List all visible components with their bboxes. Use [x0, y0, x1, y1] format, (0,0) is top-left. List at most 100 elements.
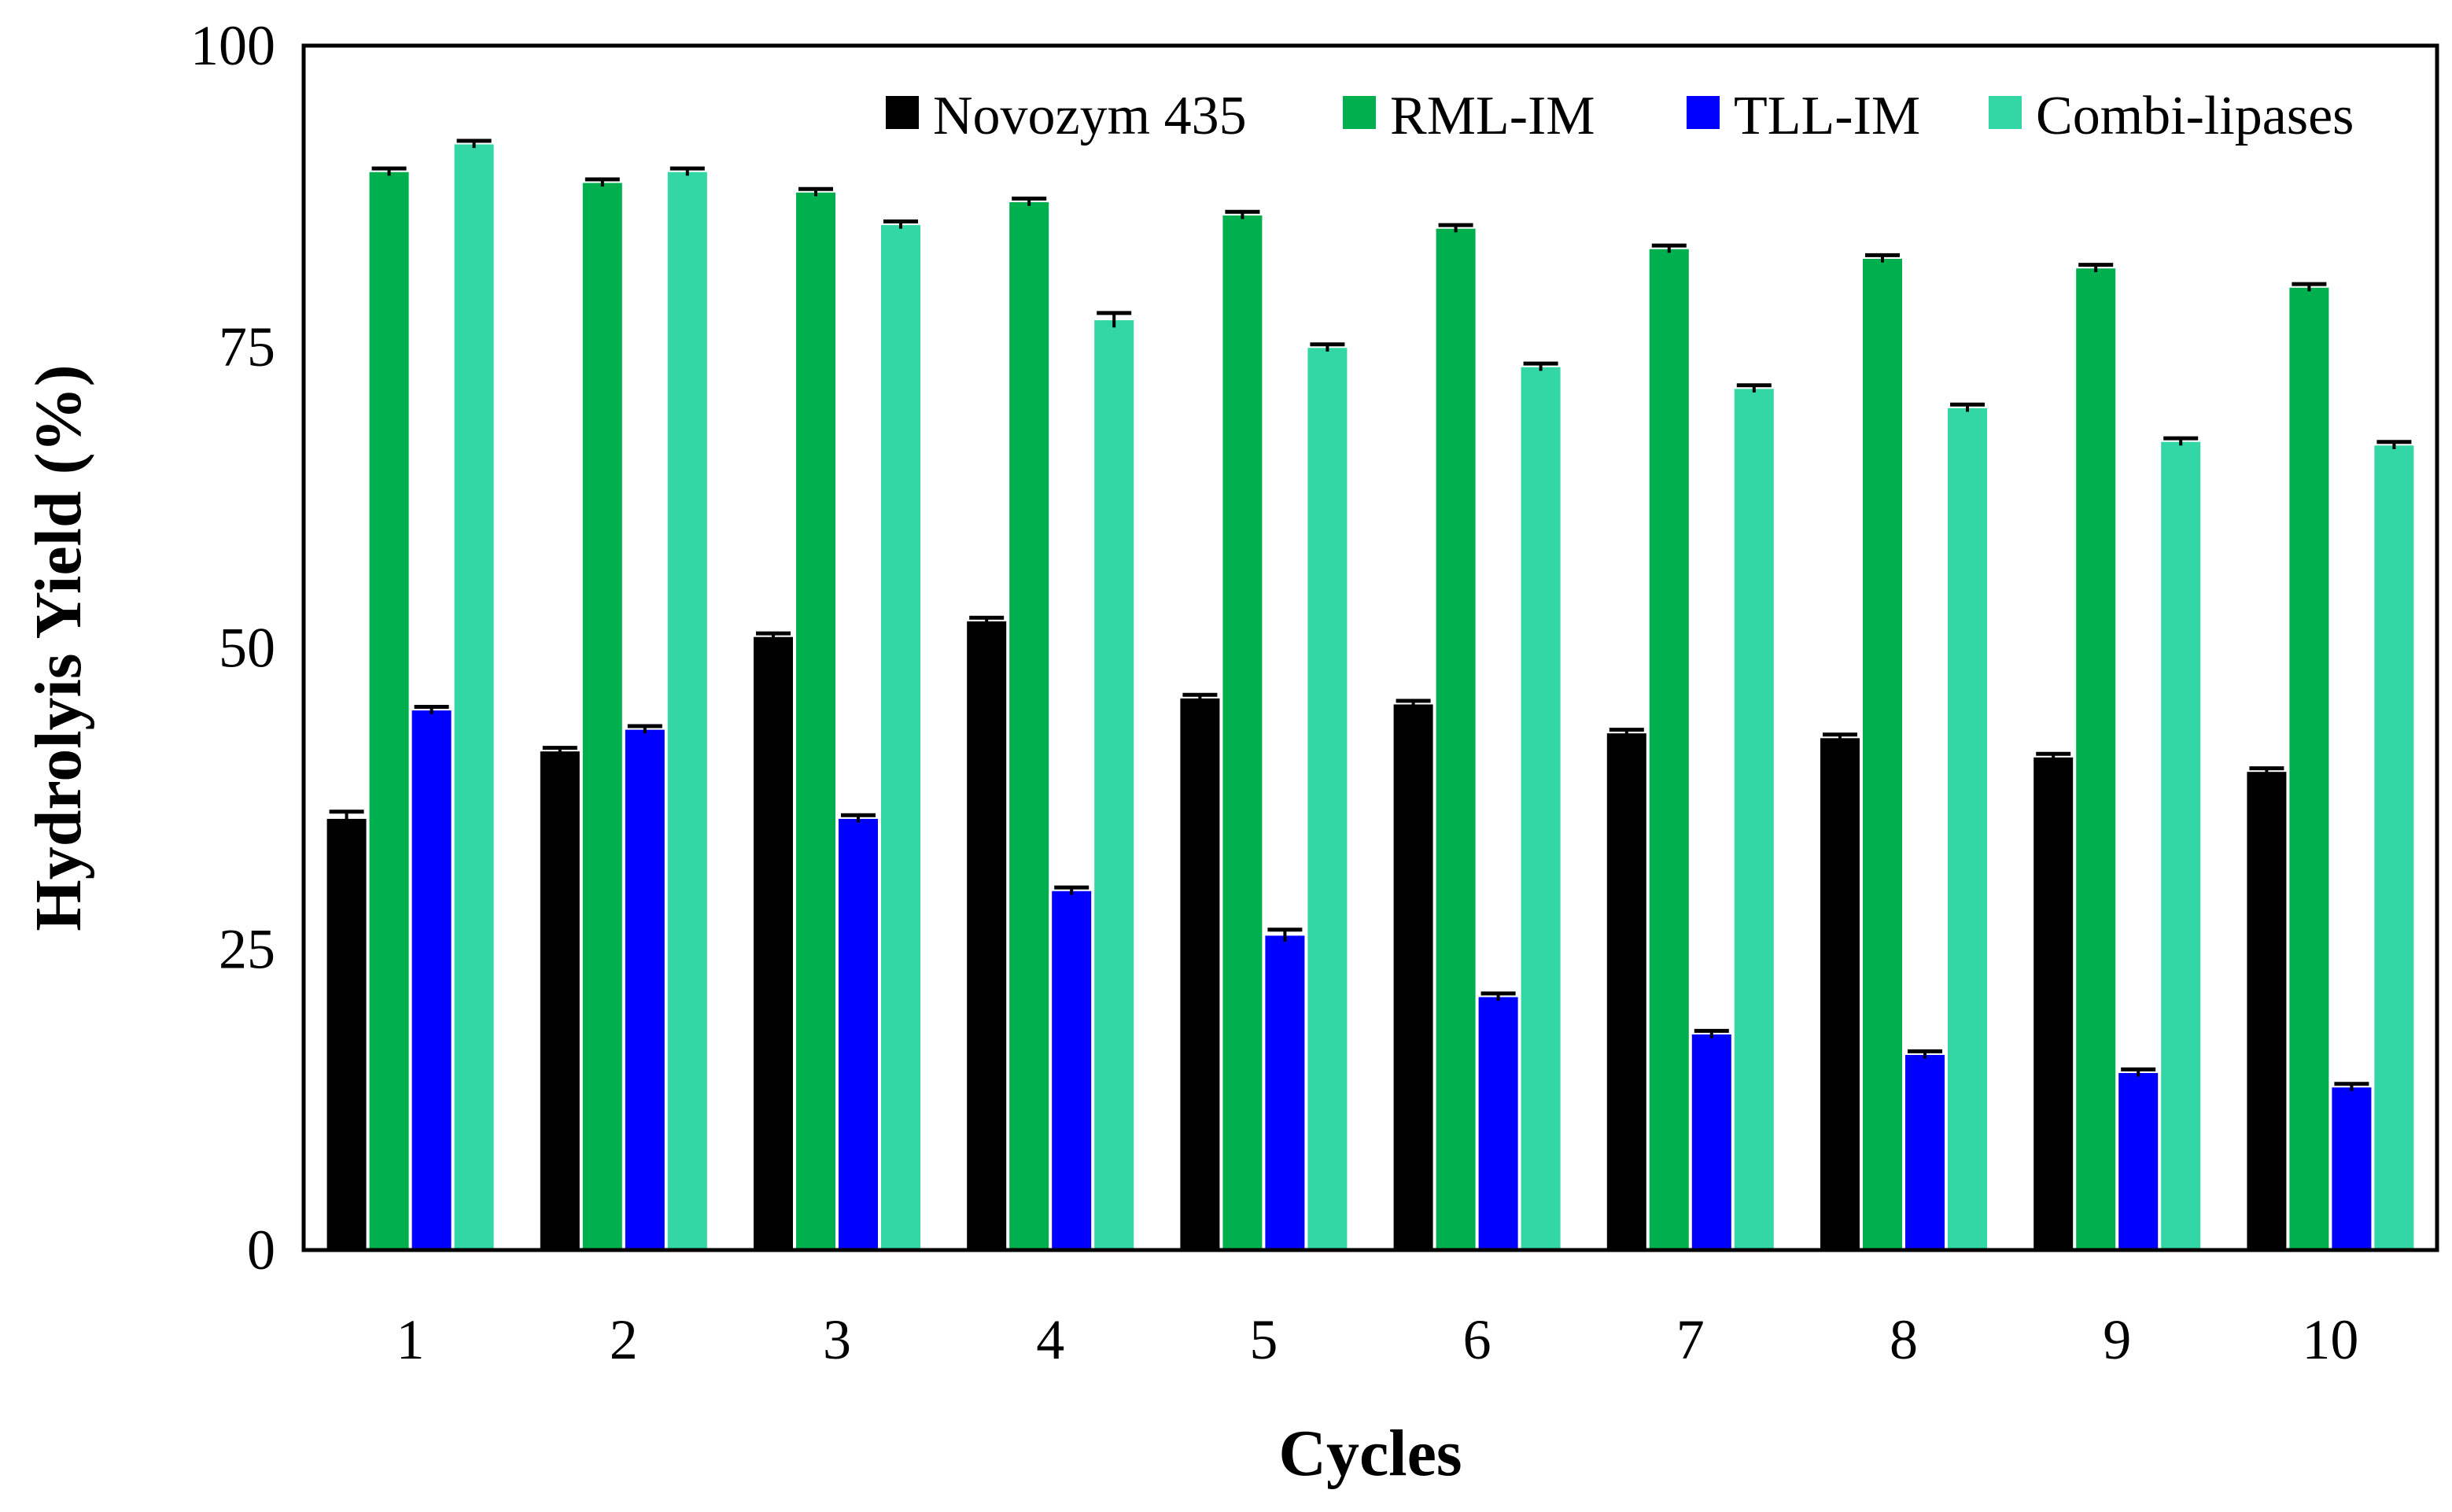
y-tick-label: 75 [219, 315, 275, 378]
bar-combi-lipases-cycle-9 [2161, 441, 2201, 1250]
x-tick-label: 10 [2302, 1308, 2358, 1371]
x-tick-label: 8 [1890, 1308, 1918, 1371]
error-bar-rml-im-cycle-9 [2078, 263, 2114, 272]
x-axis-title: Cycles [1278, 1417, 1462, 1490]
error-bar-combi-lipases-cycle-10 [2376, 440, 2412, 449]
bar-novozym-435-cycle-9 [2034, 757, 2074, 1250]
bar-tll-im-cycle-2 [625, 729, 665, 1250]
error-bar-tll-im-cycle-6 [1480, 991, 1516, 1001]
error-bar-combi-lipases-cycle-5 [1310, 342, 1345, 352]
y-tick-label: 0 [247, 1219, 275, 1282]
error-bar-rml-im-cycle-2 [584, 177, 620, 187]
y-tick-label: 25 [219, 917, 275, 980]
bar-novozym-435-cycle-7 [1606, 733, 1646, 1250]
bar-novozym-435-cycle-4 [967, 621, 1007, 1250]
y-tick-label: 50 [219, 617, 275, 680]
x-tick-label: 9 [2103, 1308, 2131, 1371]
bar-combi-lipases-cycle-8 [1948, 408, 1987, 1250]
error-bar-novozym-435-cycle-7 [1609, 728, 1644, 737]
error-bar-rml-im-cycle-6 [1438, 223, 1473, 233]
bar-tll-im-cycle-6 [1478, 997, 1518, 1250]
bar-tll-im-cycle-5 [1265, 935, 1305, 1250]
plot-area-frame [301, 43, 2439, 1252]
y-axis-ticks: 0 25 50 75 100 [190, 14, 275, 1282]
x-tick-label: 3 [823, 1308, 851, 1371]
bar-combi-lipases-cycle-1 [454, 144, 494, 1251]
error-bar-rml-im-cycle-1 [371, 166, 407, 176]
bar-rml-im-cycle-7 [1649, 249, 1689, 1250]
bar-combi-lipases-cycle-3 [881, 225, 920, 1250]
legend-label-rml-im: RML-IM [1390, 86, 1595, 146]
error-bar-rml-im-cycle-7 [1651, 243, 1687, 253]
y-tick-label: 100 [190, 14, 275, 77]
bar-novozym-435-cycle-2 [540, 751, 580, 1250]
legend-item-novozym-435: Novozym 435 [886, 86, 1247, 146]
legend-swatch-novozym-435 [886, 96, 919, 129]
bar-tll-im-cycle-3 [839, 818, 878, 1250]
error-bar-tll-im-cycle-9 [2121, 1067, 2156, 1077]
bar-combi-lipases-cycle-7 [1734, 389, 1774, 1251]
legend-swatch-combi-lipases [1989, 96, 2022, 129]
bar-tll-im-cycle-1 [411, 710, 452, 1250]
error-bar-rml-im-cycle-10 [2292, 282, 2327, 292]
bar-combi-lipases-cycle-2 [667, 171, 707, 1250]
error-bar-novozym-435-cycle-3 [756, 631, 791, 641]
bar-rml-im-cycle-3 [796, 192, 835, 1251]
bars-layer [326, 144, 2414, 1251]
error-bar-novozym-435-cycle-8 [1823, 732, 1857, 742]
bar-rml-im-cycle-1 [369, 171, 409, 1250]
error-bar-novozym-435-cycle-9 [2036, 751, 2071, 762]
bar-combi-lipases-cycle-5 [1307, 348, 1348, 1250]
error-bar-tll-im-cycle-7 [1694, 1028, 1729, 1038]
error-bar-combi-lipases-cycle-9 [2163, 436, 2199, 446]
bar-tll-im-cycle-4 [1052, 891, 1092, 1250]
bar-combi-lipases-cycle-10 [2374, 445, 2414, 1250]
bar-rml-im-cycle-6 [1436, 228, 1476, 1250]
error-bar-tll-im-cycle-8 [1908, 1049, 1942, 1059]
error-bar-novozym-435-cycle-2 [542, 746, 577, 755]
legend-item-combi-lipases: Combi-lipases [1989, 86, 2354, 146]
x-tick-label: 4 [1036, 1308, 1064, 1371]
error-bar-tll-im-cycle-5 [1267, 927, 1303, 942]
legend-swatch-rml-im [1343, 96, 1376, 129]
error-bar-tll-im-cycle-4 [1054, 885, 1090, 895]
bar-rml-im-cycle-9 [2076, 268, 2116, 1250]
bar-novozym-435-cycle-5 [1180, 698, 1220, 1250]
error-bar-combi-lipases-cycle-6 [1523, 361, 1558, 371]
bar-novozym-435-cycle-1 [326, 818, 367, 1250]
bar-novozym-435-cycle-10 [2247, 772, 2287, 1250]
error-bar-tll-im-cycle-3 [841, 813, 876, 823]
error-bar-combi-lipases-cycle-7 [1736, 383, 1772, 393]
legend-label-novozym-435: Novozym 435 [933, 86, 1247, 146]
error-bar-combi-lipases-cycle-3 [883, 219, 918, 229]
error-bar-combi-lipases-cycle-1 [456, 138, 492, 149]
x-tick-label: 2 [610, 1308, 638, 1371]
x-tick-label: 1 [396, 1308, 425, 1371]
x-tick-label: 7 [1676, 1308, 1705, 1371]
bar-tll-im-cycle-8 [1905, 1054, 1945, 1250]
y-axis-title: Hydrolyis Yield (%) [22, 364, 95, 931]
error-bar-novozym-435-cycle-1 [329, 809, 364, 827]
x-axis-ticks: 1 2 3 4 5 6 7 8 9 10 [396, 1308, 2359, 1371]
bar-combi-lipases-cycle-6 [1521, 367, 1561, 1251]
legend-swatch-tll-im [1687, 96, 1720, 129]
legend: Novozym 435 RML-IM TLL-IM Combi-lipases [886, 86, 2354, 146]
error-bars-layer [329, 138, 2412, 1091]
bar-tll-im-cycle-10 [2332, 1087, 2372, 1250]
bar-rml-im-cycle-10 [2289, 287, 2329, 1251]
error-bar-tll-im-cycle-10 [2334, 1082, 2369, 1091]
error-bar-combi-lipases-cycle-4 [1097, 311, 1132, 328]
bar-combi-lipases-cycle-4 [1094, 320, 1134, 1250]
bar-rml-im-cycle-4 [1009, 202, 1049, 1250]
error-bar-rml-im-cycle-3 [798, 186, 833, 197]
error-bar-rml-im-cycle-5 [1225, 209, 1260, 219]
legend-item-rml-im: RML-IM [1343, 86, 1595, 146]
error-bar-combi-lipases-cycle-8 [1950, 402, 1985, 412]
error-bar-tll-im-cycle-1 [414, 705, 449, 714]
error-bar-tll-im-cycle-2 [627, 724, 662, 734]
error-bar-novozym-435-cycle-10 [2249, 766, 2284, 776]
error-bar-rml-im-cycle-8 [1865, 253, 1900, 263]
legend-label-tll-im: TLL-IM [1734, 86, 1920, 146]
error-bar-novozym-435-cycle-4 [969, 615, 1005, 625]
error-bar-novozym-435-cycle-6 [1396, 699, 1431, 709]
